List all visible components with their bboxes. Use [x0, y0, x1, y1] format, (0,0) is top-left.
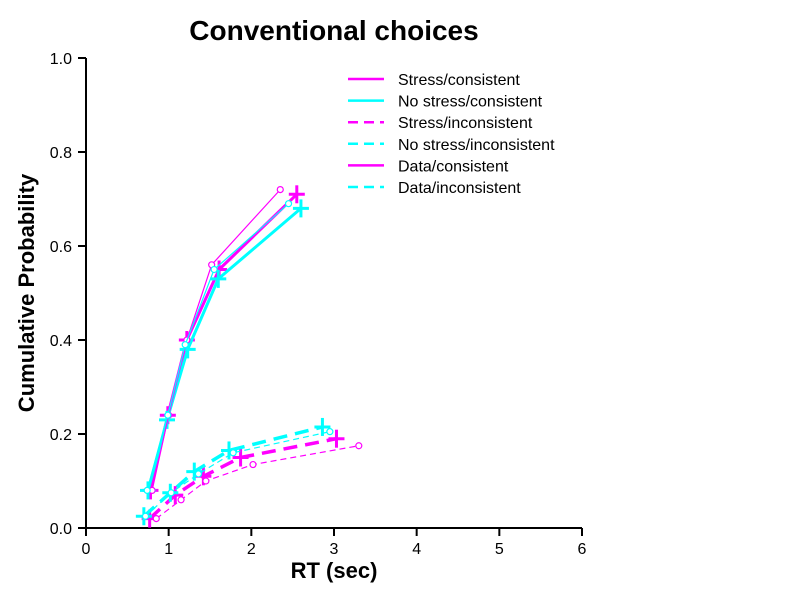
data-point [143, 486, 151, 494]
series-stress-inconsistent [141, 429, 345, 528]
data-point [210, 265, 218, 274]
data-point [181, 341, 189, 349]
y-tick-label: 0.0 [50, 521, 72, 538]
series-stress-consistent [142, 185, 305, 500]
legend-item: Data/inconsistent [348, 180, 521, 197]
series-line [146, 203, 289, 491]
series-line [151, 189, 281, 491]
data-point [276, 186, 284, 194]
data-point [292, 199, 309, 218]
data-point [202, 477, 210, 485]
data-point [355, 442, 363, 450]
legend-label: Data/inconsistent [398, 180, 521, 197]
y-tick-label: 0.8 [50, 145, 72, 162]
x-ticks: 0 1 2 3 4 5 6 [82, 528, 587, 558]
legend-label: Stress/inconsistent [398, 115, 533, 132]
chart-title: Conventional choices [189, 15, 478, 46]
x-tick-label: 6 [578, 541, 587, 558]
data-point [229, 449, 237, 457]
series-line [145, 431, 330, 517]
series-data-inconsistent [152, 442, 363, 523]
series-unlabeled-7 [141, 428, 334, 520]
data-point [177, 496, 185, 504]
data-point [210, 269, 227, 288]
legend-item: Stress/inconsistent [348, 115, 533, 132]
data-point [232, 448, 249, 467]
x-tick-label: 0 [82, 541, 91, 558]
legend-item: Data/consistent [348, 158, 509, 175]
legend-item: Stress/consistent [348, 72, 520, 89]
y-ticks: 0.0 0.2 0.4 0.6 0.8 1.0 [50, 51, 86, 538]
y-tick-label: 0.6 [50, 239, 72, 256]
legend-label: Stress/consistent [398, 72, 520, 89]
x-axis-label: RT (sec) [291, 558, 378, 583]
series-line [148, 436, 337, 520]
legend-label: No stress/consistent [398, 94, 543, 111]
x-tick-label: 1 [164, 541, 173, 558]
data-point [288, 185, 305, 204]
y-tick-label: 0.4 [50, 333, 72, 350]
x-tick-label: 5 [495, 541, 504, 558]
data-point [164, 411, 172, 419]
data-point [328, 429, 345, 448]
y-axis-label: Cumulative Probability [14, 173, 39, 412]
data-point [152, 514, 160, 523]
data-point [167, 489, 175, 497]
data-point [194, 470, 203, 478]
legend-item: No stress/consistent [348, 94, 543, 111]
x-tick-label: 4 [412, 541, 421, 558]
y-tick-label: 1.0 [50, 51, 72, 68]
x-tick-label: 3 [330, 541, 339, 558]
legend-label: Data/consistent [398, 158, 509, 175]
y-tick-label: 0.2 [50, 427, 72, 444]
series-line [149, 193, 298, 491]
legend-label: No stress/inconsistent [398, 137, 555, 154]
data-point [284, 200, 293, 208]
data-point [326, 428, 334, 436]
series-no-stress-consistent [140, 199, 309, 500]
series-data-consistent [148, 186, 284, 494]
legend-item: No stress/inconsistent [348, 137, 555, 154]
x-tick-label: 2 [247, 541, 256, 558]
legend: Stress/consistent No stress/consistent Str… [348, 72, 555, 197]
plot-area [135, 185, 363, 528]
series-unlabeled-5 [143, 200, 293, 494]
data-point [249, 460, 257, 469]
data-point [141, 512, 150, 520]
